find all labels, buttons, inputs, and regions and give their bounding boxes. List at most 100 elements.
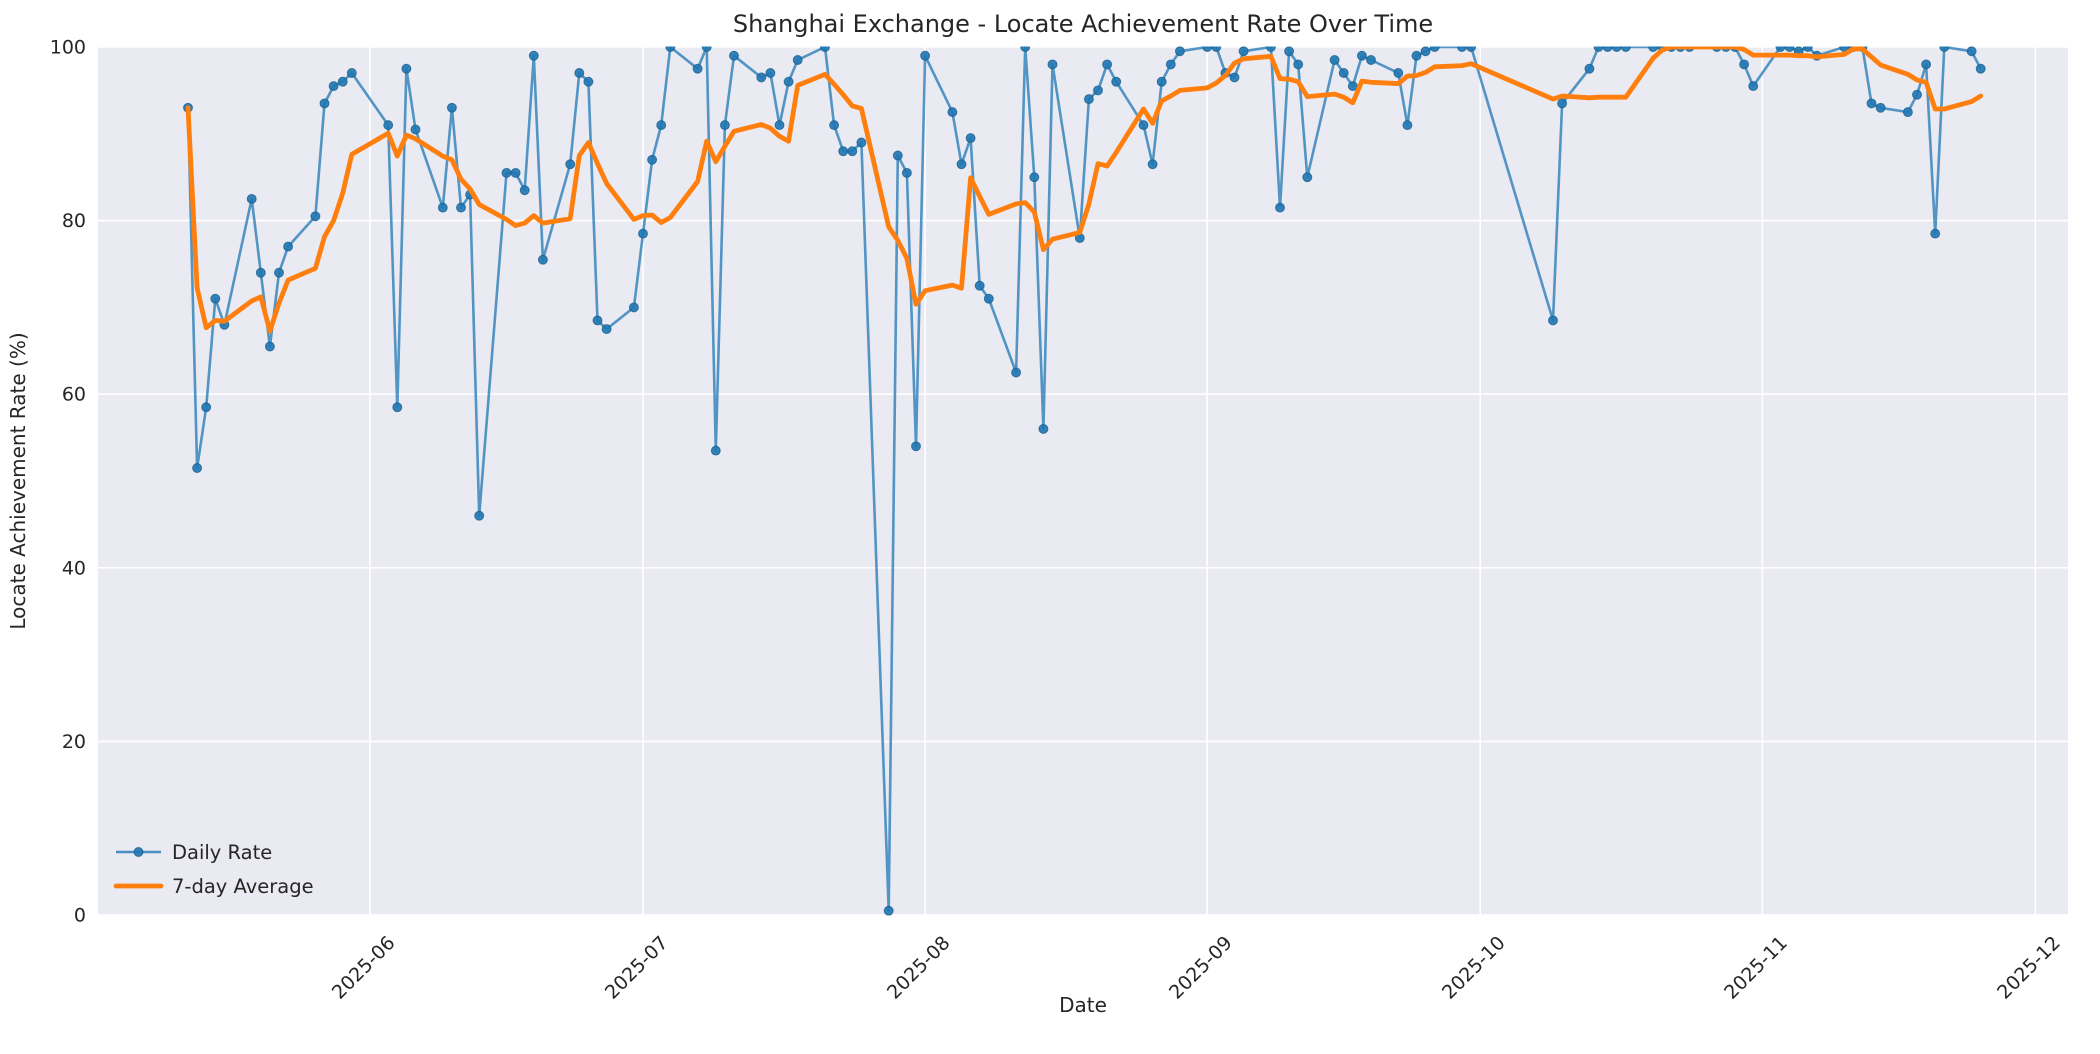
daily-rate-marker [1557, 98, 1568, 109]
daily-rate-marker [1420, 46, 1431, 57]
daily-rate-marker [1356, 50, 1367, 61]
daily-rate-marker [701, 46, 712, 52]
daily-rate-marker [1265, 46, 1276, 52]
x-tick-label: 2025-11 [1720, 932, 1792, 1004]
legend-daily-rate-marker-icon [133, 847, 144, 857]
daily-rate-marker [583, 76, 594, 87]
legend: Daily Rate 7-day Average [113, 841, 314, 898]
daily-rate-marker [537, 254, 548, 265]
x-tick-label: 2025-10 [1438, 932, 1510, 1004]
daily-rate-marker [783, 76, 794, 87]
daily-rate-marker [1648, 46, 1659, 52]
daily-rate-marker [1202, 46, 1213, 52]
daily-rate-marker [383, 120, 394, 131]
gridlines [98, 46, 2068, 916]
daily-rate-marker [983, 293, 994, 304]
daily-rate-marker [1174, 46, 1185, 57]
daily-rate-marker [856, 137, 867, 148]
daily-rate-marker [501, 167, 512, 178]
daily-rate-marker [656, 120, 667, 131]
daily-rate-marker [829, 120, 840, 131]
daily-rate-marker [820, 46, 830, 52]
x-axis-label: Date [1059, 993, 1107, 1017]
daily-rate-marker [401, 63, 412, 74]
daily-rate-marker [528, 50, 539, 61]
daily-rate-marker [319, 98, 330, 109]
daily-rate-marker [1429, 46, 1440, 52]
daily-rate-marker [283, 241, 294, 252]
daily-rate-marker [1593, 46, 1604, 52]
daily-rate-marker [1866, 98, 1877, 109]
daily-rate-marker [1548, 315, 1558, 326]
daily-rate-marker [1975, 63, 1986, 74]
daily-rate-marker [565, 159, 576, 170]
x-tick-label: 2025-08 [883, 932, 955, 1004]
daily-rate-marker [774, 120, 785, 131]
daily-rate-marker [192, 463, 203, 473]
daily-rate-marker [1402, 120, 1413, 131]
daily-rate-marker [210, 293, 221, 304]
daily-rate-marker [1111, 76, 1122, 87]
chart-title: Shanghai Exchange - Locate Achievement R… [733, 10, 1433, 38]
daily-rate-marker [392, 402, 403, 413]
daily-rate-marker [1966, 46, 1977, 57]
daily-rate-marker [274, 267, 284, 278]
daily-rate-marker [1047, 59, 1058, 70]
daily-rate-marker [1284, 46, 1295, 57]
daily-rate-marker [911, 441, 921, 452]
daily-rate-marker [1347, 81, 1358, 92]
x-tick-label: 2025-09 [1165, 932, 1237, 1004]
daily-rate-marker [920, 50, 931, 61]
daily-rate-marker [1466, 46, 1477, 52]
daily-rate-marker [1293, 59, 1304, 70]
daily-rate-marker [1083, 94, 1094, 105]
daily-rate-marker [1584, 63, 1595, 74]
daily-rate-marker [255, 267, 266, 278]
seven-day-average-line [185, 46, 1984, 334]
daily-rate-marker [729, 50, 739, 61]
daily-rate-marker [1620, 46, 1631, 52]
daily-rate-marker [947, 107, 958, 118]
y-tick-label: 40 [62, 557, 86, 579]
daily-rate-marker [337, 76, 348, 87]
daily-rate-marker [1739, 59, 1750, 70]
y-tick-label: 60 [62, 384, 86, 406]
daily-rate-marker [1784, 46, 1795, 52]
daily-rate-marker [665, 46, 676, 52]
daily-rate-marker [201, 402, 212, 413]
daily-rate-marker [601, 324, 612, 335]
daily-rate-marker [1366, 55, 1376, 65]
daily-rate-marker [264, 341, 275, 352]
y-tick-label: 80 [62, 210, 86, 232]
daily-rate-marker [310, 211, 321, 222]
daily-rate-marker [974, 280, 985, 291]
daily-rate-marker [647, 154, 658, 165]
daily-rate-marker [1275, 202, 1285, 213]
daily-rate-marker [1302, 172, 1313, 183]
daily-rate-marker [456, 202, 466, 213]
daily-rate-marker [574, 68, 585, 78]
daily-rate-marker [1329, 55, 1340, 65]
y-tick-label: 20 [62, 731, 86, 753]
daily-rate-marker [474, 510, 485, 521]
daily-rate-marker [1156, 76, 1167, 87]
daily-rate-marker [1611, 46, 1622, 52]
y-tick-label: 100 [50, 37, 86, 59]
daily-rate-marker [1775, 46, 1786, 52]
daily-rate-marker [592, 315, 603, 326]
daily-rate-marker [1338, 68, 1349, 78]
daily-rate-marker [1930, 228, 1941, 239]
daily-rate-marker [628, 302, 639, 313]
daily-rate-marker [1411, 50, 1422, 61]
daily-rate-marker [1912, 89, 1922, 100]
legend-item-7-day-average: 7-day Average [113, 875, 314, 898]
daily-rate-marker [1165, 59, 1176, 70]
daily-rate-marker [446, 102, 457, 113]
daily-rate-marker [1211, 46, 1222, 52]
daily-rate-marker [1229, 72, 1240, 83]
legend-label-7-day-average: 7-day Average [172, 875, 314, 898]
daily-rate-marker [1147, 159, 1158, 170]
daily-rate-marker [1102, 59, 1113, 70]
daily-rate-marker [1138, 120, 1149, 131]
daily-rate-marker [792, 55, 803, 65]
